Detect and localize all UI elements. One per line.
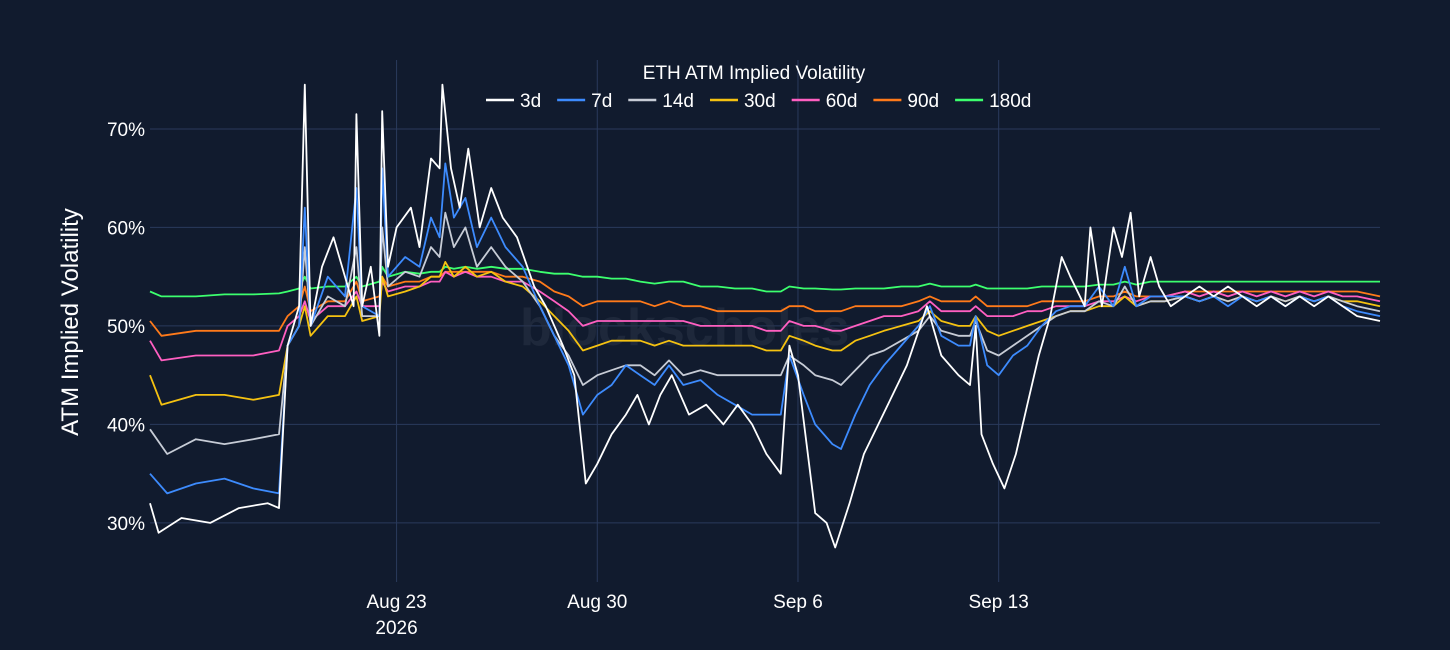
y-tick-label: 50% xyxy=(107,317,145,338)
y-tick-label: 70% xyxy=(107,120,145,141)
y-tick-label: 30% xyxy=(107,514,145,535)
y-axis: 30% 40% 50% 60% 70% xyxy=(107,120,145,535)
legend-item-30d[interactable]: 30d xyxy=(709,91,776,112)
legend-item-60d[interactable]: 60d xyxy=(791,91,858,112)
plot-area xyxy=(149,83,1381,549)
x-tick-label: Aug 30 xyxy=(567,592,627,613)
x-tick-label: Sep 6 xyxy=(773,592,823,613)
legend-label: 180d xyxy=(989,91,1031,112)
legend-item-180d[interactable]: 180d xyxy=(955,91,1031,112)
chart-title: ETH ATM Implied Volatility xyxy=(643,63,866,84)
legend-item-3d[interactable]: 3d xyxy=(486,91,541,112)
legend-item-90d[interactable]: 90d xyxy=(873,91,939,112)
x-tick-label: Sep 13 xyxy=(969,592,1029,613)
x-gridlines xyxy=(396,60,1000,582)
legend[interactable]: 3d 7d 14d 30d 60d 90d 180d xyxy=(486,91,1031,112)
legend-label: 30d xyxy=(744,91,776,112)
y-gridlines xyxy=(150,128,1380,524)
y-axis-label: ATM Implied Volatility xyxy=(57,208,84,436)
x-tick-sublabel: 2026 xyxy=(375,618,417,639)
legend-item-7d[interactable]: 7d xyxy=(557,91,612,112)
y-tick-label: 60% xyxy=(107,218,145,239)
legend-label: 60d xyxy=(826,91,858,112)
x-tick-label: Aug 23 xyxy=(366,592,426,613)
legend-item-14d[interactable]: 14d xyxy=(628,91,694,112)
x-axis: Aug 23 2026 Aug 30 Sep 6 Sep 13 xyxy=(366,592,1028,639)
legend-label: 90d xyxy=(907,91,939,112)
y-tick-label: 40% xyxy=(107,415,145,436)
legend-label: 3d xyxy=(520,91,541,112)
legend-label: 14d xyxy=(662,91,694,112)
series-line-3d xyxy=(149,83,1381,549)
legend-label: 7d xyxy=(591,91,612,112)
watermark-logo: blockscholes xyxy=(520,299,849,357)
